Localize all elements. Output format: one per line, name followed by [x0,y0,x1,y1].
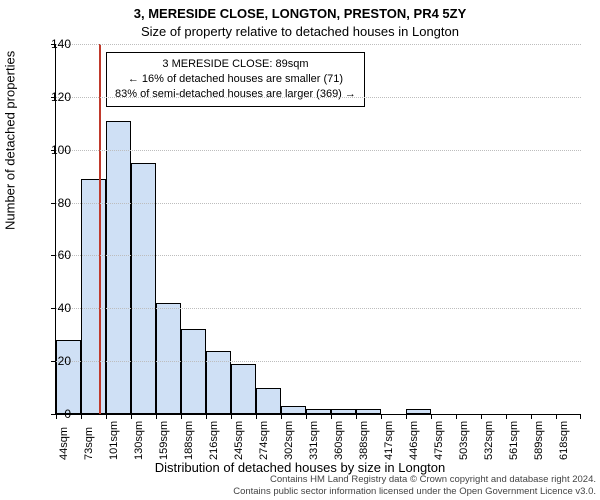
x-tick-label: 561sqm [508,421,520,460]
x-tick-mark [406,414,407,419]
footer: Contains HM Land Registry data © Crown c… [233,474,596,498]
chart-container: 3, MERESIDE CLOSE, LONGTON, PRESTON, PR4… [0,0,600,500]
histogram-bar [181,329,206,414]
x-tick-label: 302sqm [283,421,295,460]
x-tick-label: 245sqm [233,421,245,460]
x-tick-label: 159sqm [158,421,170,460]
histogram-bar [81,179,106,414]
histogram-bar [156,303,181,414]
histogram-bar [256,388,281,414]
histogram-bar [281,406,306,414]
x-tick-mark [381,414,382,419]
histogram-bar [231,364,256,414]
x-tick-mark [306,414,307,419]
histogram-bar [206,351,231,414]
x-tick-mark [580,414,581,419]
grid-line [56,203,581,204]
property-marker-line [99,44,101,414]
footer-line: Contains public sector information licen… [233,486,596,498]
x-tick-mark [481,414,482,419]
y-tick-label: 140 [31,37,71,51]
x-axis-label: Distribution of detached houses by size … [0,460,600,475]
y-axis-label: Number of detached properties [3,51,18,230]
x-tick-label: 188sqm [183,421,195,460]
x-tick-label: 360sqm [333,421,345,460]
info-box-line: 83% of semi-detached houses are larger (… [115,87,356,102]
x-tick-label: 417sqm [383,421,395,460]
x-tick-label: 475sqm [433,421,445,460]
x-tick-label: 388sqm [358,421,370,460]
y-tick-label: 40 [31,301,71,315]
y-tick-label: 80 [31,196,71,210]
x-tick-mark [206,414,207,419]
histogram-bar [106,121,131,414]
histogram-bar [56,340,81,414]
x-tick-label: 73sqm [83,427,95,460]
x-tick-label: 130sqm [133,421,145,460]
grid-line [56,308,581,309]
title-sub: Size of property relative to detached ho… [0,24,600,39]
x-tick-mark [156,414,157,419]
histogram-bar [131,163,156,414]
y-tick-label: 60 [31,248,71,262]
y-tick-label: 100 [31,143,71,157]
x-tick-mark [181,414,182,419]
grid-line [56,255,581,256]
x-tick-mark [231,414,232,419]
x-tick-label: 274sqm [258,421,270,460]
plot-area: 3 MERESIDE CLOSE: 89sqm ← 16% of detache… [55,44,581,415]
x-tick-mark [331,414,332,419]
x-tick-mark [106,414,107,419]
x-tick-label: 44sqm [58,427,70,460]
histogram-bar [306,409,331,414]
info-box-line: ← 16% of detached houses are smaller (71… [115,72,356,87]
x-tick-mark [256,414,257,419]
x-tick-label: 331sqm [308,421,320,460]
info-box: 3 MERESIDE CLOSE: 89sqm ← 16% of detache… [106,52,365,107]
x-tick-mark [131,414,132,419]
x-tick-mark [431,414,432,419]
y-tick-label: 20 [31,354,71,368]
x-tick-mark [531,414,532,419]
grid-line [56,44,581,45]
title-main: 3, MERESIDE CLOSE, LONGTON, PRESTON, PR4… [0,6,600,21]
x-tick-label: 503sqm [458,421,470,460]
y-tick-label: 0 [31,407,71,421]
y-tick-label: 120 [31,90,71,104]
x-tick-mark [81,414,82,419]
x-tick-mark [456,414,457,419]
x-tick-label: 216sqm [208,421,220,460]
histogram-bar [406,409,431,414]
x-tick-mark [556,414,557,419]
x-tick-label: 446sqm [408,421,420,460]
x-tick-mark [506,414,507,419]
x-tick-mark [356,414,357,419]
grid-line [56,150,581,151]
x-tick-mark [281,414,282,419]
histogram-bar [331,409,356,414]
footer-line: Contains HM Land Registry data © Crown c… [233,474,596,486]
x-tick-label: 589sqm [533,421,545,460]
x-tick-label: 532sqm [483,421,495,460]
histogram-bar [356,409,381,414]
x-tick-label: 101sqm [108,421,120,460]
info-box-line: 3 MERESIDE CLOSE: 89sqm [115,57,356,72]
grid-line [56,97,581,98]
grid-line [56,361,581,362]
x-tick-label: 618sqm [558,421,570,460]
